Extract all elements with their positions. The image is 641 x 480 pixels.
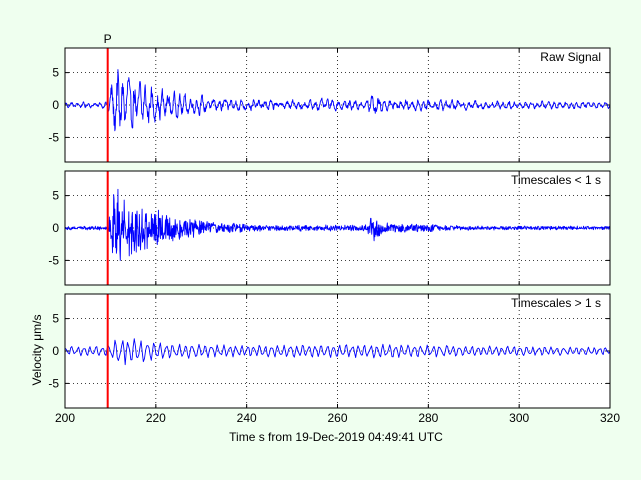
axes-box bbox=[64, 47, 611, 163]
panel-label-1: Raw Signal bbox=[540, 50, 601, 64]
x-tick-label: 280 bbox=[418, 411, 438, 425]
x-tick-label: 320 bbox=[600, 411, 620, 425]
axes-box bbox=[64, 293, 611, 409]
panel-1: 5 0 -5 Raw Signal P bbox=[48, 32, 611, 163]
x-tick-label: 240 bbox=[237, 411, 257, 425]
panel-label-2: Timescales < 1 s bbox=[511, 173, 601, 187]
x-tick-label: 220 bbox=[146, 411, 166, 425]
y-tick-label: 0 bbox=[52, 221, 59, 235]
axes-box bbox=[64, 170, 611, 286]
p-pick-label: P bbox=[104, 32, 112, 46]
x-tick-label: 260 bbox=[327, 411, 347, 425]
y-tick-label: -5 bbox=[48, 376, 59, 390]
series-line-3 bbox=[64, 338, 611, 366]
x-axis-label: Time s from 19-Dec-2019 04:49:41 UTC bbox=[229, 430, 443, 444]
panel-3: 200 220 240 260 280 300 320 5 0 -5 Timescales > 1 … bbox=[48, 293, 620, 425]
x-tick-label: 300 bbox=[509, 411, 529, 425]
y-tick-label: 5 bbox=[52, 189, 59, 203]
y-tick-label: 0 bbox=[52, 98, 59, 112]
panels-group: 5 0 -5 Raw Signal P 5 0 -5 Timescales < 1 s 200 22… bbox=[48, 32, 620, 425]
panel-label-3: Timescales > 1 s bbox=[511, 296, 601, 310]
y-tick-label: 5 bbox=[52, 66, 59, 80]
series-line-2 bbox=[64, 188, 611, 261]
y-tick-label: -5 bbox=[48, 253, 59, 267]
series-line-1 bbox=[64, 69, 611, 132]
y-tick-label: 0 bbox=[52, 344, 59, 358]
panel-2: 5 0 -5 Timescales < 1 s bbox=[48, 170, 611, 286]
y-tick-label: 5 bbox=[52, 312, 59, 326]
y-axis-label: Velocity μm/s bbox=[30, 315, 44, 386]
x-tick-label: 200 bbox=[55, 411, 75, 425]
y-tick-label: -5 bbox=[48, 130, 59, 144]
